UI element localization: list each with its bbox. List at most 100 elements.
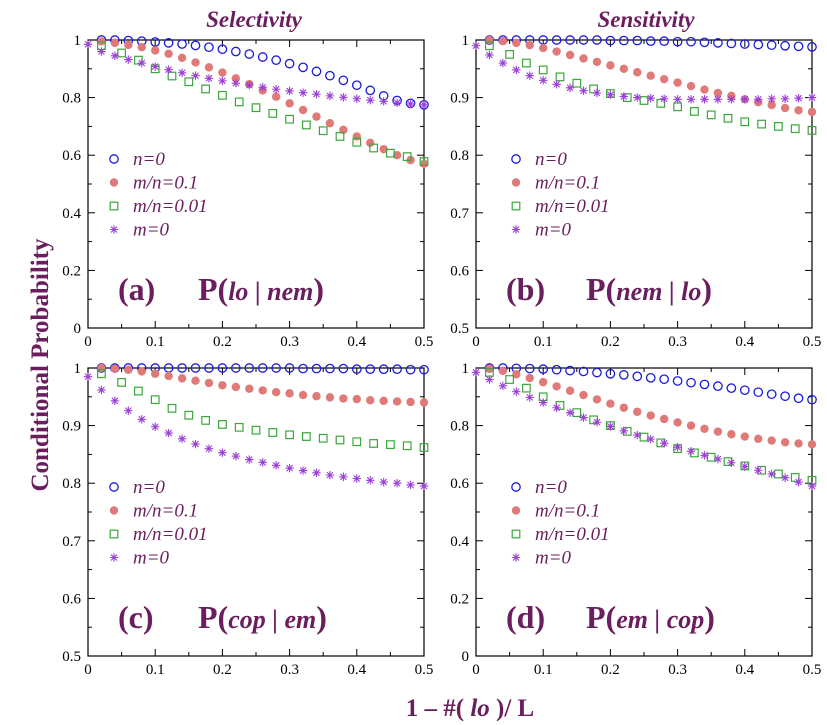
data-point [285, 86, 294, 96]
panel-c: 0 0.1 0.2 0.3 0.4 0.5 0.5 0.6 0.7 0.8 0.9 1 n=0 m/n=0… [62, 361, 433, 678]
data-point [167, 403, 177, 413]
data-point [339, 93, 348, 102]
data-point [713, 88, 723, 98]
legend-marker [511, 201, 521, 211]
data-point [405, 364, 416, 375]
data-point [673, 102, 682, 112]
column-title-sensitivity: Sensitivity [597, 7, 695, 32]
data-point [285, 430, 294, 440]
data-point [794, 477, 803, 487]
data-point [592, 57, 602, 67]
data-point [524, 363, 535, 374]
data-point [204, 63, 214, 72]
data-point [754, 466, 763, 475]
data-point [767, 100, 776, 110]
data-point [673, 418, 682, 427]
data-point [325, 393, 335, 402]
data-point [339, 472, 348, 482]
panel-b: 0 0.1 0.2 0.3 0.4 0.5 0.5 0.6 0.7 0.8 0.9 1 n=0 m/n=0… [450, 33, 821, 350]
x-tick-label: 0.2 [601, 334, 620, 350]
data-point [606, 399, 615, 408]
data-point [177, 374, 187, 383]
legend-marker [511, 506, 521, 515]
data-point [366, 138, 375, 148]
panel-expression-a: em [616, 605, 648, 634]
data-point [619, 403, 629, 412]
series-m=0 [83, 372, 429, 491]
data-point [258, 386, 267, 395]
legend-marker [511, 178, 521, 187]
data-point [124, 406, 133, 415]
data-point [402, 441, 412, 451]
y-tick-label: 1 [74, 361, 82, 377]
data-point [234, 97, 244, 107]
data-point [672, 376, 683, 386]
data-point [632, 371, 643, 382]
legend-label: m/n=0.1 [133, 501, 198, 522]
data-point [406, 397, 415, 407]
x-tick-label: 0.2 [213, 662, 232, 678]
data-point [727, 95, 736, 104]
data-point [726, 383, 737, 394]
data-point [740, 462, 749, 471]
data-point [606, 90, 615, 99]
data-point [271, 92, 281, 101]
panel-expression-sep: | [248, 277, 267, 306]
data-point [284, 363, 295, 373]
data-point [251, 103, 261, 113]
data-point [285, 99, 294, 108]
panel-expression-b: em [284, 605, 316, 634]
data-point [633, 68, 642, 77]
data-point [539, 76, 548, 85]
data-point [766, 40, 777, 51]
data-point [512, 38, 521, 48]
data-point [619, 64, 629, 74]
x-tick-label: 0.3 [668, 662, 687, 678]
x-tick-label: 0.5 [803, 662, 822, 678]
data-point [164, 371, 173, 381]
data-point [659, 94, 669, 103]
series-m/n=0.1 [485, 364, 817, 449]
data-point [97, 385, 106, 395]
x-tick-label: 0.1 [534, 334, 553, 350]
data-point [807, 394, 817, 405]
data-point [184, 410, 194, 420]
x-axis-title-prefix: 1 – #( [406, 695, 471, 722]
data-point [311, 363, 322, 374]
data-point [579, 390, 588, 400]
data-point [298, 466, 308, 475]
data-point [639, 432, 649, 442]
data-point [204, 378, 214, 388]
data-point [217, 44, 228, 55]
legend: n=0 m/n=0.1m/n=0.01 m=0 [109, 149, 208, 241]
data-point [646, 411, 655, 420]
data-point [204, 363, 214, 373]
data-point [485, 35, 494, 45]
x-tick-label: 0.3 [280, 334, 299, 350]
panel-expression-b: nem [267, 277, 313, 306]
legend-marker [109, 225, 119, 234]
data-point [110, 364, 120, 373]
data-point [689, 107, 699, 116]
data-point [352, 94, 361, 103]
legend: n=0 m/n=0.1m/n=0.01 m=0 [511, 477, 610, 569]
data-point [369, 143, 378, 153]
data-point [632, 35, 643, 46]
data-point [605, 368, 616, 379]
data-point [790, 473, 800, 482]
data-point [565, 386, 575, 395]
x-tick-label: 0.5 [803, 334, 822, 350]
data-point [204, 74, 214, 83]
series-m/n=0.01 [485, 367, 817, 485]
data-point [151, 369, 160, 378]
data-point [618, 370, 629, 380]
panel-expression-a: cop [228, 605, 266, 634]
data-point [419, 398, 429, 407]
data-point [471, 368, 481, 377]
data-point [713, 95, 723, 104]
data-point [137, 43, 146, 52]
data-point [318, 433, 328, 443]
data-point [700, 85, 709, 94]
data-point [312, 392, 321, 401]
